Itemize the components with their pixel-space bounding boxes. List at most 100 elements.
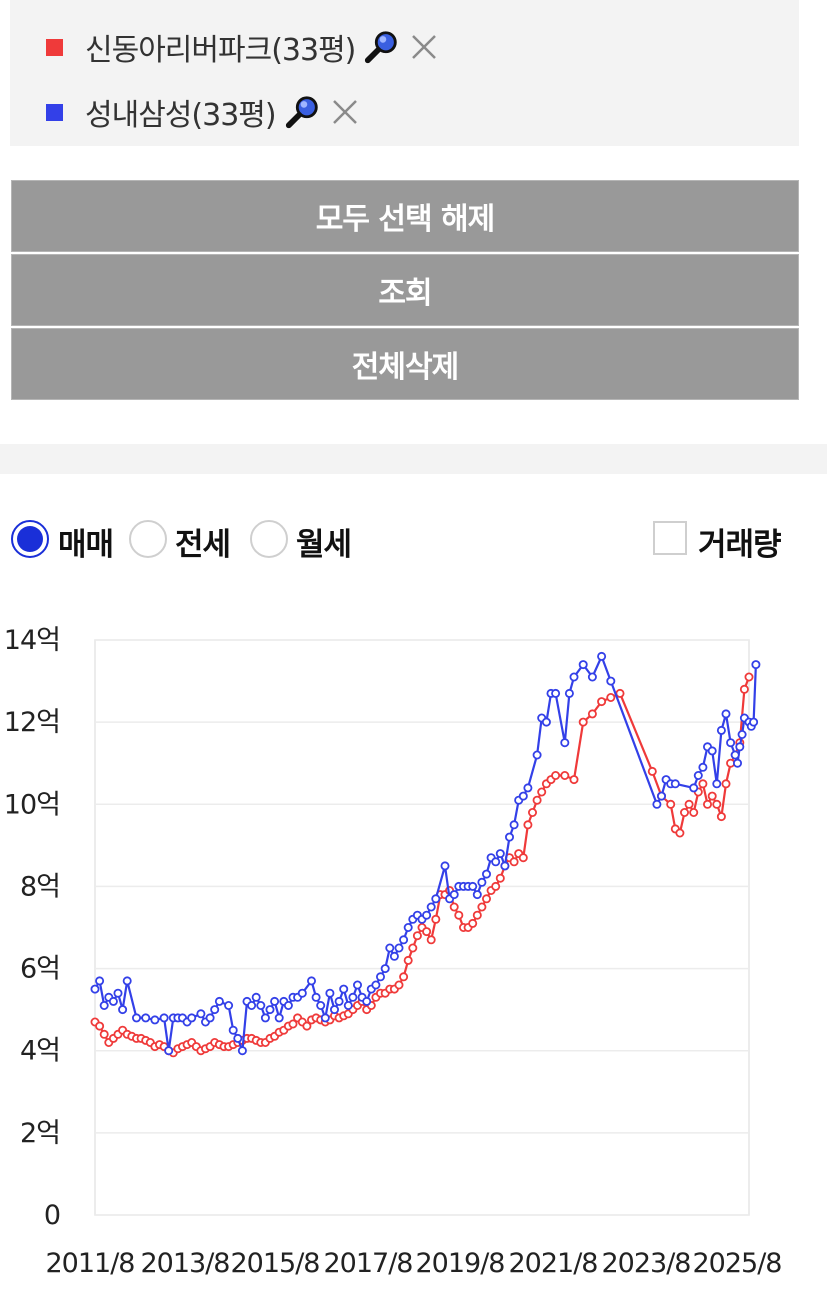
data-point[interactable] [569,775,579,785]
data-point[interactable] [477,877,487,887]
data-point[interactable] [196,1009,206,1019]
data-point[interactable] [528,807,538,817]
data-point[interactable] [288,1019,298,1029]
data-point[interactable] [472,910,482,920]
data-point[interactable] [449,890,459,900]
data-point[interactable] [744,672,754,682]
data-point[interactable] [707,791,717,801]
data-point[interactable] [560,770,570,780]
data-point[interactable] [652,799,662,809]
data-point[interactable] [735,742,745,752]
data-point[interactable] [90,984,100,994]
data-point[interactable] [597,697,607,707]
data-point[interactable] [422,910,432,920]
data-point[interactable] [657,791,667,801]
radio-jeonse[interactable] [129,520,167,558]
data-point[interactable] [698,779,708,789]
data-point[interactable] [564,688,574,698]
data-point[interactable] [578,717,588,727]
data-point[interactable] [224,1000,234,1010]
volume-checkbox[interactable] [653,521,687,555]
data-point[interactable] [606,676,616,686]
data-point[interactable] [403,955,413,965]
data-point[interactable] [716,725,726,735]
data-point[interactable] [712,779,722,789]
data-point[interactable] [394,943,404,953]
radio-sale[interactable] [11,520,49,558]
data-point[interactable] [449,902,459,912]
deselect-all-button[interactable]: 모두 선택 해제 [11,180,799,252]
data-point[interactable] [311,992,321,1002]
data-point[interactable] [468,881,478,891]
data-point[interactable] [726,738,736,748]
data-point[interactable] [210,1005,220,1015]
data-point[interactable] [551,770,561,780]
data-point[interactable] [343,1000,353,1010]
data-point[interactable] [454,910,464,920]
data-point[interactable] [707,746,717,756]
data-point[interactable] [481,869,491,879]
data-point[interactable] [394,980,404,990]
data-point[interactable] [537,787,547,797]
data-point[interactable] [698,762,708,772]
radio-monthly-rent-label[interactable]: 월세 [296,527,352,563]
data-point[interactable] [440,861,450,871]
data-point[interactable] [749,717,759,727]
data-point[interactable] [491,881,501,891]
data-point[interactable] [606,693,616,703]
data-point[interactable] [306,976,316,986]
data-point[interactable] [274,1013,284,1023]
data-point[interactable] [399,935,409,945]
data-point[interactable] [270,996,280,1006]
data-point[interactable] [403,922,413,932]
data-point[interactable] [99,1029,109,1039]
data-point[interactable] [477,902,487,912]
data-point[interactable] [751,660,761,670]
data-point[interactable] [247,1000,257,1010]
data-point[interactable] [426,935,436,945]
data-point[interactable] [733,758,743,768]
data-point[interactable] [325,988,335,998]
data-point[interactable] [523,783,533,793]
data-point[interactable] [260,1013,270,1023]
data-point[interactable] [578,660,588,670]
data-point[interactable] [491,857,501,867]
data-point[interactable] [495,849,505,859]
data-point[interactable] [684,799,694,809]
data-point[interactable] [302,1021,312,1031]
data-point[interactable] [339,984,349,994]
data-point[interactable] [472,890,482,900]
data-point[interactable] [569,672,579,682]
data-point[interactable] [408,943,418,953]
data-point[interactable] [380,964,390,974]
data-point[interactable] [509,820,519,830]
data-point[interactable] [504,832,514,842]
data-point[interactable] [352,980,362,990]
data-point[interactable] [316,1000,326,1010]
data-point[interactable] [509,857,519,867]
delete-all-button[interactable]: 전체삭제 [11,328,799,400]
data-point[interactable] [371,980,381,990]
data-point[interactable] [334,996,344,1006]
data-point[interactable] [712,799,722,809]
data-point[interactable] [431,914,441,924]
data-point[interactable] [205,1013,215,1023]
data-point[interactable] [159,1013,169,1023]
data-point[interactable] [680,807,690,817]
data-point[interactable] [560,738,570,748]
data-point[interactable] [95,1021,105,1031]
data-point[interactable] [532,795,542,805]
data-point[interactable] [541,717,551,727]
data-point[interactable] [131,1013,141,1023]
data-point[interactable] [399,972,409,982]
data-point[interactable] [297,988,307,998]
data-point[interactable] [647,766,657,776]
close-icon[interactable] [330,97,360,127]
data-point[interactable] [233,1033,243,1043]
data-point[interactable] [532,750,542,760]
data-point[interactable] [251,992,261,1002]
radio-sale-label[interactable]: 매매 [58,527,114,563]
data-point[interactable] [518,791,528,801]
data-point[interactable] [739,684,749,694]
data-point[interactable] [721,779,731,789]
